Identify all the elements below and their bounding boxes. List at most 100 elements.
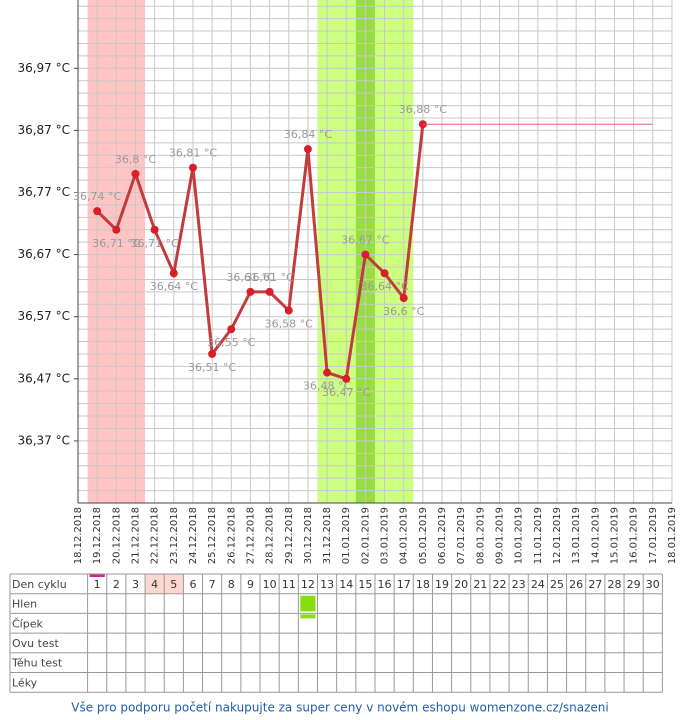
data-point <box>246 287 255 296</box>
x-tick-label: 16.01.2019 <box>629 507 640 564</box>
day-number: 23 <box>512 578 526 591</box>
x-tick-label: 28.12.2018 <box>265 507 276 564</box>
x-tick-label: 19.12.2018 <box>92 507 103 564</box>
y-tick-label: 36,57 °C <box>17 309 70 323</box>
day-number: 5 <box>170 578 177 591</box>
x-tick-label: 10.01.2019 <box>514 507 525 564</box>
x-tick-label: 31.12.2018 <box>322 507 333 564</box>
shaded-day <box>145 574 165 594</box>
day-number: 27 <box>588 578 602 591</box>
x-tick-label: 22.12.2018 <box>150 507 161 564</box>
day-number: 19 <box>435 578 449 591</box>
day-number: 25 <box>550 578 564 591</box>
footer-link[interactable]: Vše pro podporu početí nakupujte za supe… <box>71 701 608 715</box>
value-label: 36,64 °C <box>360 280 408 293</box>
value-label: 36,64 °C <box>150 280 198 293</box>
value-label: 36,74 °C <box>73 190 121 203</box>
y-tick-label: 36,37 °C <box>17 433 70 447</box>
day-number: 1 <box>94 578 101 591</box>
x-tick-label: 11.01.2019 <box>533 507 544 564</box>
x-tick-label: 21.12.2018 <box>130 507 141 564</box>
x-tick-label: 12.01.2019 <box>552 507 563 564</box>
x-tick-label: 15.01.2019 <box>609 507 620 564</box>
day-number: 17 <box>397 578 411 591</box>
row-label: Čípek <box>12 617 43 630</box>
value-label: 36,55 °C <box>207 336 255 349</box>
day-number: 22 <box>493 578 507 591</box>
shaded-day <box>164 574 184 594</box>
x-tick-label: 01.01.2019 <box>341 507 352 564</box>
entry-bar <box>300 614 316 619</box>
x-tick-label: 04.01.2019 <box>399 507 410 564</box>
day-number: 2 <box>113 578 120 591</box>
row-label: Těhu test <box>11 657 63 670</box>
data-point <box>399 294 408 303</box>
day-number: 24 <box>531 578 545 591</box>
data-point <box>303 145 312 154</box>
data-point <box>265 287 274 296</box>
day-number: 10 <box>263 578 277 591</box>
day-number: 15 <box>358 578 372 591</box>
day-number: 3 <box>132 578 139 591</box>
value-label: 36,61 °C <box>246 271 294 284</box>
value-label: 36,84 °C <box>284 128 332 141</box>
data-point <box>93 207 102 216</box>
x-tick-label: 13.01.2019 <box>571 507 582 564</box>
value-label: 36,88 °C <box>399 103 447 116</box>
day-number: 18 <box>416 578 430 591</box>
x-tick-label: 20.12.2018 <box>111 507 122 564</box>
x-tick-label: 08.01.2019 <box>475 507 486 564</box>
day-number: 16 <box>378 578 392 591</box>
day-number: 29 <box>627 578 641 591</box>
value-label: 36,71 °C <box>92 237 140 250</box>
x-tick-label: 09.01.2019 <box>495 507 506 564</box>
x-tick-label: 27.12.2018 <box>245 507 256 564</box>
value-label: 36,47 °C <box>322 386 370 399</box>
data-point <box>208 349 217 358</box>
x-tick-label: 23.12.2018 <box>169 507 180 564</box>
data-point <box>150 225 159 234</box>
value-label: 36,48 °C <box>303 380 351 393</box>
y-tick-label: 36,87 °C <box>17 123 70 137</box>
x-tick-label: 03.01.2019 <box>380 507 391 564</box>
value-label: 36,58 °C <box>265 317 313 330</box>
day-number: 4 <box>151 578 158 591</box>
x-tick-label: 24.12.2018 <box>188 507 199 564</box>
entry-square <box>300 595 316 612</box>
x-tick-label: 14.01.2019 <box>590 507 601 564</box>
day-number: 21 <box>473 578 487 591</box>
x-tick-label: 18.12.2018 <box>73 507 84 564</box>
day-number: 26 <box>569 578 583 591</box>
data-point <box>188 163 197 172</box>
data-point <box>131 169 140 178</box>
x-tick-label: 17.01.2019 <box>648 507 659 564</box>
value-label: 36,81 °C <box>169 147 217 160</box>
x-tick-label: 06.01.2019 <box>437 507 448 564</box>
x-tick-label: 02.01.2019 <box>360 507 371 564</box>
value-label: 36,67 °C <box>341 234 389 247</box>
day-number: 8 <box>228 578 235 591</box>
y-tick-label: 36,97 °C <box>17 61 70 75</box>
row-label: Léky <box>12 676 38 689</box>
data-point <box>361 250 370 259</box>
x-tick-label: 05.01.2019 <box>418 507 429 564</box>
data-point <box>380 269 389 278</box>
x-tick-label: 18.01.2019 <box>667 507 678 564</box>
y-tick-label: 36,47 °C <box>17 371 70 385</box>
data-point <box>112 225 121 234</box>
x-tick-label: 26.12.2018 <box>226 507 237 564</box>
data-point <box>342 374 351 383</box>
value-label: 36,61 °C <box>226 271 274 284</box>
day-number: 11 <box>282 578 296 591</box>
value-label: 36,71 °C <box>131 237 179 250</box>
value-label: 36,8 °C <box>115 153 156 166</box>
current-day <box>89 574 105 577</box>
day-number: 30 <box>646 578 660 591</box>
row-label: Ovu test <box>12 637 59 650</box>
x-tick-label: 07.01.2019 <box>456 507 467 564</box>
day-number: 6 <box>189 578 196 591</box>
value-label: 36,6 °C <box>383 305 424 318</box>
data-point <box>227 325 236 334</box>
